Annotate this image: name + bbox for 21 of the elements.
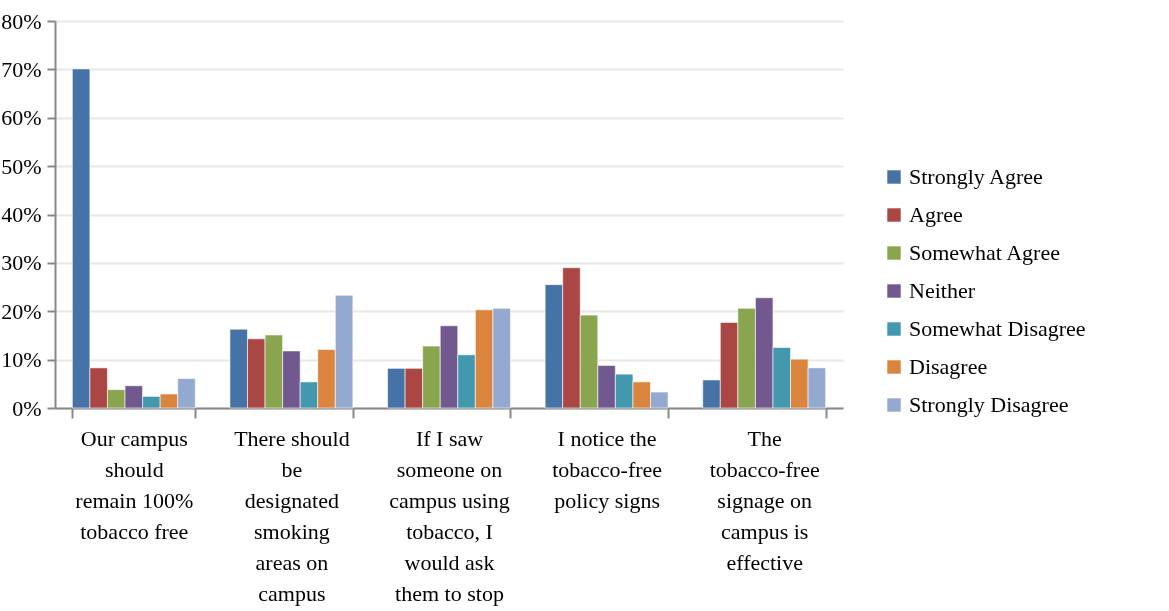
y-tick-label: 50% xyxy=(1,153,42,179)
y-tick-label: 30% xyxy=(1,250,42,276)
y-tick-label: 10% xyxy=(1,347,42,373)
x-tick-label: The tobacco-free signage on campus is effective xyxy=(709,425,820,575)
legend-label: Disagree xyxy=(909,354,988,379)
y-tick-label: 20% xyxy=(1,298,42,324)
x-tick-label: I notice the tobacco-free policy signs xyxy=(552,425,663,513)
y-tick-label: 40% xyxy=(1,202,42,227)
y-tick-label: 0% xyxy=(12,395,42,421)
y-tick-label: 70% xyxy=(1,56,42,82)
y-tick-label: 60% xyxy=(1,105,42,131)
legend-label: Strongly Disagree xyxy=(909,392,1069,417)
legend-label: Agree xyxy=(909,202,963,227)
y-tick-label: 80% xyxy=(1,8,42,34)
x-tick-label: If I saw someone on campus using tobacco, I would ask them to stop xyxy=(389,425,510,606)
x-tick-label: There should be designated smoking areas on campus xyxy=(234,425,350,606)
legend-label: Neither xyxy=(909,278,976,303)
x-tick-label: Our campus should remain 100% tobacco free xyxy=(75,425,194,544)
legend-label: Somewhat Agree xyxy=(909,240,1060,265)
legend-label: Strongly Agree xyxy=(909,164,1043,189)
legend-label: Somewhat Disagree xyxy=(909,316,1086,341)
